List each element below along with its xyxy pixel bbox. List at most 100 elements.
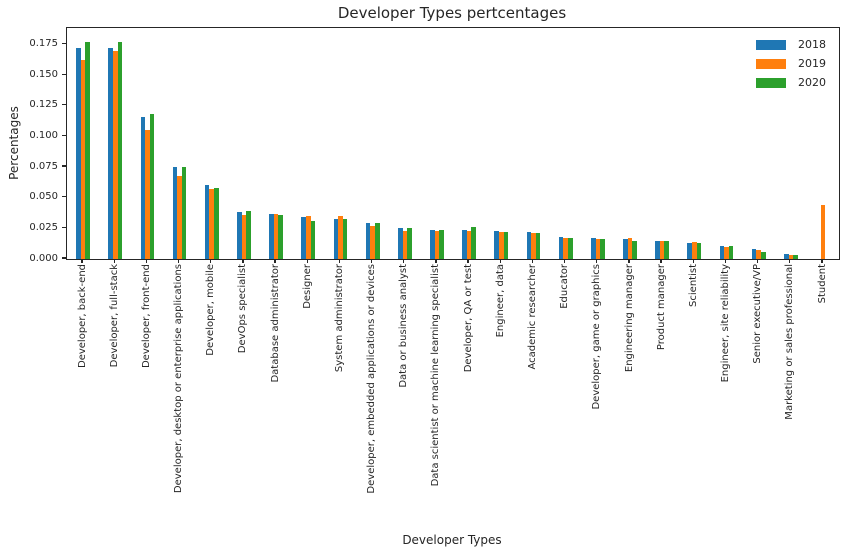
bar-2020 (214, 187, 219, 259)
bar-2018 (687, 243, 693, 259)
x-category-label: Student (816, 264, 828, 304)
bar-group (357, 28, 389, 259)
bar-group (646, 28, 678, 259)
bar-group (517, 28, 549, 259)
y-tick-label: 0.150 (29, 68, 58, 80)
x-tick-mark (756, 259, 759, 263)
x-tick-mark (370, 259, 373, 263)
legend-label: 2019 (798, 57, 826, 70)
bar-2019 (80, 60, 86, 259)
bar-2018 (108, 48, 113, 259)
bar-2020 (664, 240, 670, 259)
x-category-slot: Developer, desktop or enterprise applica… (163, 264, 195, 530)
bar-2020 (439, 229, 444, 259)
x-category-label: Data scientist or machine learning speci… (430, 264, 442, 487)
x-category-label: Data or business analyst (398, 264, 410, 388)
bar-2018 (333, 218, 339, 259)
bar-2018 (204, 185, 210, 259)
y-tick-mark (62, 73, 66, 75)
x-category-slot: Engineer, site reliability (709, 264, 741, 530)
x-category-slot: Developer, QA or test (452, 264, 484, 530)
x-tick-mark (242, 259, 244, 263)
bar-2018 (623, 239, 628, 259)
x-tick-mark (177, 259, 180, 263)
bar-group (99, 28, 131, 259)
bar-2020 (471, 227, 477, 259)
bar-group (453, 28, 485, 259)
bar-2018 (494, 230, 500, 259)
bar-2019 (273, 213, 279, 259)
bar-2020 (535, 233, 541, 259)
x-category-label: Developer, embedded applications or devi… (366, 264, 378, 494)
x-category-label: Educator (559, 264, 571, 309)
x-tick-mark (499, 259, 501, 263)
bar-2018 (526, 232, 532, 259)
bar-2019 (466, 230, 472, 259)
x-category-slot: Scientist (677, 264, 709, 530)
bar-2020 (696, 243, 702, 259)
x-category-label: Developer, QA or test (462, 264, 474, 373)
x-category-label: Developer, mobile (205, 264, 217, 356)
x-category-label: Marketing or sales professional (784, 264, 796, 420)
bar-2018 (237, 212, 242, 259)
x-category-slot: DevOps specialist (227, 264, 259, 530)
bar-2020 (117, 42, 123, 259)
x-tick-mark (113, 259, 115, 263)
x-category-slot: System administrator (323, 264, 355, 530)
bar-group (678, 28, 710, 259)
bar-2019 (338, 216, 343, 259)
x-category-slot: Developer, embedded applications or devi… (356, 264, 388, 530)
bar-2019 (499, 232, 504, 259)
x-tick-mark (81, 259, 83, 263)
x-tick-mark (596, 259, 598, 263)
x-tick-mark (306, 259, 308, 263)
bar-2018 (462, 229, 467, 259)
bar-group (292, 28, 324, 259)
x-tick-mark (435, 259, 437, 263)
chart-title: Developer Types pertcentages (337, 4, 567, 22)
bar-2018 (172, 167, 178, 259)
x-tick-mark (467, 259, 469, 263)
bar-2018 (590, 238, 596, 259)
y-tick-label: 0.075 (29, 160, 58, 172)
x-category-label: Developer, front-end (140, 264, 152, 369)
y-tick-mark (62, 134, 66, 137)
bar-2020 (85, 42, 90, 259)
bar-2019 (177, 175, 182, 259)
bar-2019 (724, 246, 729, 259)
bar-2019 (820, 205, 826, 259)
x-category-slot: Engineer, data (484, 264, 516, 530)
x-category-label: Senior executive/VP (752, 264, 764, 364)
bar-2019 (756, 250, 761, 259)
y-tick-label: 0.175 (29, 38, 58, 50)
x-category-labels: Developer, back-end Developer, full-stack… (66, 264, 838, 530)
x-category-slot: Data scientist or machine learning speci… (420, 264, 452, 530)
bar-2020 (760, 251, 766, 259)
bar-group (131, 28, 163, 259)
x-category-slot: Student (806, 264, 838, 530)
bar-2020 (181, 167, 187, 259)
bar-2018 (655, 240, 660, 259)
legend-swatch-icon (756, 58, 786, 69)
x-category-slot: Developer, mobile (195, 264, 227, 530)
legend-item: 2020 (756, 76, 826, 89)
y-tick-label: 0.100 (29, 129, 58, 141)
y-tick-mark (62, 165, 66, 167)
bar-2020 (374, 223, 380, 259)
bar-group (485, 28, 517, 259)
bar-group (550, 28, 582, 259)
x-category-slot: Developer, game or graphics (581, 264, 613, 530)
bar-2019 (112, 50, 118, 259)
bar-2020 (407, 228, 412, 259)
x-category-slot: Designer (291, 264, 323, 530)
bar-2020 (793, 255, 798, 259)
x-category-slot: Academic researcher (516, 264, 548, 530)
bar-group (421, 28, 453, 259)
bar-2018 (140, 116, 146, 259)
bar-group (67, 28, 99, 259)
bar-2019 (370, 225, 375, 259)
bar-2018 (301, 217, 306, 259)
x-category-slot: Developer, full-stack (98, 264, 130, 530)
bar-group (228, 28, 260, 259)
